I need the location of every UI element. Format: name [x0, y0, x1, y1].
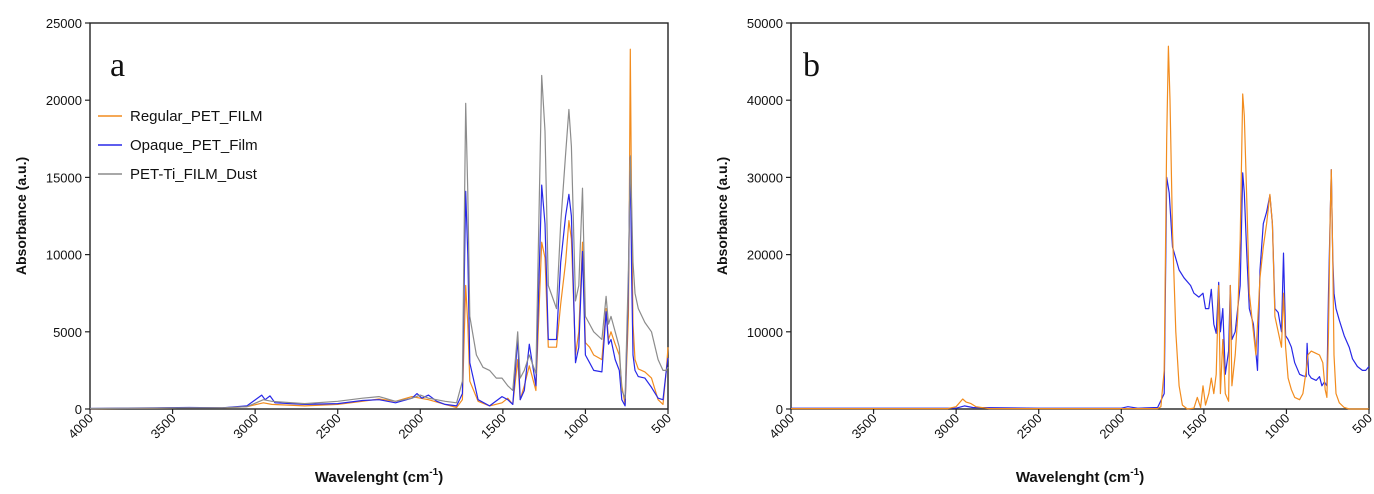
y-axis-label: Absorbance (a.u.) [13, 157, 29, 275]
y-tick-label: 20000 [747, 248, 783, 263]
y-axis-label: Absorbance (a.u.) [714, 157, 730, 275]
series-line-1 [89, 156, 669, 410]
plot-frame [89, 22, 669, 410]
x-tick-label: 4000 [65, 411, 96, 442]
x-axis-label-main: Wavelenght (cm [315, 469, 429, 486]
y-tick-label: 50000 [747, 16, 783, 31]
y-tick-label: 10000 [747, 325, 783, 340]
series-line-2 [89, 74, 669, 410]
y-tick-label: 10000 [46, 248, 82, 263]
x-axis-label: Wavelenght (cm-1) [315, 467, 443, 486]
x-tick-label: 1000 [560, 411, 591, 442]
x-axis-label-close: ) [438, 469, 443, 486]
x-tick-label: 3500 [849, 411, 880, 442]
legend-entry: Regular_PET_FILM [130, 108, 263, 125]
panel-b: 0 10000 20000 30000 40000 50000 4000 3500 3000 25… [714, 16, 1374, 486]
x-tick-label: 3500 [148, 411, 179, 442]
x-tick-label: 2500 [313, 411, 344, 442]
x-tick-label: 500 [1349, 411, 1374, 437]
x-tick-label: 2000 [1096, 411, 1127, 442]
plot-frame [790, 22, 1370, 410]
x-tick-label: 4000 [766, 411, 797, 442]
legend: Regular_PET_FILM Opaque_PET_Film PET-Ti_FI… [98, 108, 263, 183]
x-tick-label: 3000 [230, 411, 261, 442]
x-axis-label-main: Wavelenght (cm [1016, 469, 1130, 486]
x-tick-label: 2500 [1014, 411, 1045, 442]
x-tick-label: 500 [648, 411, 674, 437]
series-line-0 [791, 169, 1370, 409]
legend-entry: Opaque_PET_Film [130, 137, 258, 154]
y-tick-label: 30000 [747, 170, 783, 185]
x-tick-label: 1500 [478, 411, 509, 442]
y-tick-label: 0 [776, 402, 783, 417]
x-tick-label: 1000 [1261, 411, 1292, 442]
x-tick-label: 2000 [395, 411, 426, 442]
x-tick-label: 1500 [1179, 411, 1210, 442]
panel-letter: b [803, 47, 820, 84]
y-tick-label: 25000 [46, 16, 82, 31]
y-tick-label: 5000 [53, 325, 82, 340]
y-tick-label: 40000 [747, 93, 783, 108]
x-axis-label-close: ) [1139, 469, 1144, 486]
panel-letter: a [110, 47, 125, 84]
x-axis-label-unit-exponent: -1 [429, 467, 438, 478]
y-tick-label: 0 [75, 402, 82, 417]
y-tick-label: 15000 [46, 170, 82, 185]
panel-a: 0 5000 10000 15000 20000 25000 4000 3500 3000 250… [13, 16, 674, 486]
series-line-1 [791, 45, 1369, 410]
x-tick-label: 3000 [931, 411, 962, 442]
legend-entry: PET-Ti_FILM_Dust [130, 166, 258, 183]
x-axis-label: Wavelenght (cm-1) [1016, 467, 1144, 486]
x-axis-label-unit-exponent: -1 [1130, 467, 1139, 478]
y-tick-label: 20000 [46, 93, 82, 108]
